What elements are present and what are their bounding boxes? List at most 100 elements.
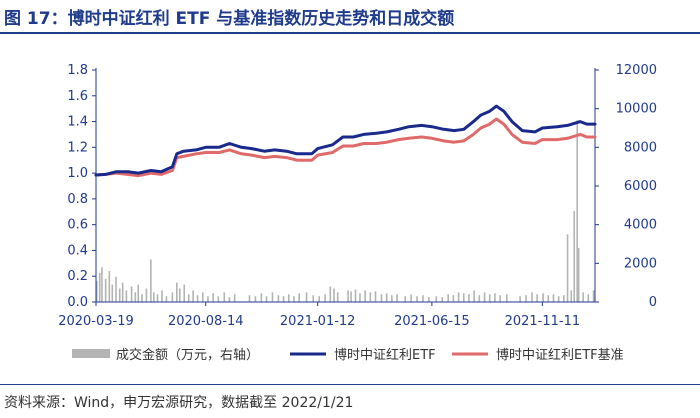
- volume-bar: [422, 295, 424, 302]
- volume-bar: [457, 292, 460, 302]
- volume-bar: [233, 294, 236, 302]
- volume-bar: [563, 295, 565, 302]
- title-rule: [0, 32, 700, 34]
- volume-bar: [212, 293, 214, 302]
- x-tick-label: 2021-11-11: [505, 314, 581, 329]
- volume-bar: [505, 294, 508, 302]
- volume-bar: [576, 120, 579, 303]
- x-tick-label: 2020-03-19: [58, 314, 134, 329]
- etf-line: [94, 104, 597, 177]
- right-tick-label: 6000: [624, 179, 657, 194]
- volume-bar: [354, 289, 357, 302]
- volume-bar: [318, 296, 320, 302]
- volume-bar: [447, 294, 449, 302]
- legend-label: 成交金额（万元，右轴）: [116, 347, 259, 363]
- volume-bar: [104, 278, 107, 302]
- series-lines: [94, 104, 597, 178]
- volume-bar: [441, 297, 444, 302]
- tick-labels: 0.0 0.2 0.4 0.6 0.8 1.0 1.2 1.4 1.6 1.8 0 2000 4000 6…: [58, 63, 657, 329]
- volume-bar: [473, 290, 475, 302]
- volume-bar: [260, 293, 263, 302]
- volume-bar: [265, 296, 268, 302]
- volume-bar: [483, 292, 486, 302]
- volume-bar: [494, 293, 496, 302]
- volume-bar: [287, 294, 290, 302]
- volume-bar: [329, 286, 332, 302]
- volume-bar: [145, 288, 148, 302]
- volume-bar: [374, 291, 377, 302]
- legend-swatch-volume: [72, 349, 110, 358]
- volume-bar: [196, 295, 199, 302]
- volume-bar: [176, 282, 178, 302]
- volume-bar: [293, 296, 295, 302]
- volume-bar: [410, 294, 412, 302]
- right-tick-label: 2000: [624, 256, 657, 271]
- x-tick-label: 2021-01-12: [280, 314, 356, 329]
- volume-bar: [499, 295, 501, 302]
- legend: 成交金额（万元，右轴） 博时中证红利ETF 博时中证红利ETF基准: [72, 347, 624, 363]
- volume-bar: [95, 280, 98, 302]
- right-tick-label: 10000: [616, 102, 657, 117]
- axes: [92, 68, 599, 306]
- volume-bars: [95, 120, 595, 303]
- source-note: 资料来源：Wind，申万宏源研究，数据截至 2022/1/21: [4, 395, 354, 411]
- figure-title: 图 17：博时中证红利 ETF 与基准指数历史走势和日成交额: [4, 9, 455, 29]
- volume-bar: [171, 292, 174, 302]
- volume-bar: [531, 292, 533, 302]
- volume-bar: [121, 282, 124, 302]
- volume-bar: [248, 295, 251, 302]
- volume-bar: [130, 286, 133, 302]
- volume-bar: [178, 288, 181, 302]
- volume-bar: [552, 294, 555, 302]
- left-tick-label: 0.4: [67, 243, 88, 258]
- volume-bar: [161, 290, 163, 302]
- volume-bar: [525, 295, 527, 302]
- volume-bar: [115, 276, 117, 302]
- left-tick-label: 1.0: [67, 166, 88, 181]
- volume-bar: [385, 293, 388, 302]
- volume-bar: [165, 296, 168, 302]
- volume-bar: [488, 294, 491, 302]
- volume-bar: [336, 292, 339, 302]
- volume-bar: [277, 295, 280, 302]
- volume-bar: [333, 288, 335, 302]
- volume-bar: [428, 297, 430, 302]
- x-tick-label: 2020-08-14: [168, 314, 244, 329]
- volume-bar: [312, 295, 315, 302]
- volume-bar: [542, 293, 544, 302]
- volume-bar: [282, 296, 285, 302]
- x-tick-label: 2021-06-15: [394, 314, 470, 329]
- volume-bar: [192, 290, 194, 302]
- volume-bar: [570, 290, 573, 302]
- volume-bar: [254, 296, 257, 302]
- volume-bar: [347, 290, 349, 302]
- volume-bar: [391, 295, 393, 302]
- volume-bar: [536, 294, 538, 302]
- left-tick-label: 1.4: [67, 115, 88, 130]
- volume-bar: [380, 294, 383, 302]
- volume-bar: [298, 293, 300, 302]
- volume-bar: [207, 296, 209, 302]
- volume-bar: [468, 294, 470, 302]
- volume-bar: [137, 284, 140, 302]
- volume-bar: [435, 296, 438, 302]
- volume-bar: [150, 259, 152, 302]
- left-tick-label: 1.6: [67, 89, 88, 104]
- volume-bar: [573, 211, 576, 302]
- volume-bar: [557, 296, 560, 302]
- legend-label: 博时中证红利ETF: [334, 347, 436, 363]
- volume-bar: [404, 296, 406, 302]
- volume-bar: [566, 234, 569, 302]
- legend-label: 博时中证红利ETF基准: [496, 347, 624, 363]
- volume-bar: [111, 284, 114, 302]
- volume-bar: [118, 288, 121, 302]
- volume-bar: [217, 296, 220, 302]
- volume-bar: [156, 294, 159, 302]
- volume-bar: [183, 284, 186, 302]
- volume-bar: [369, 292, 372, 302]
- volume-bar: [228, 297, 231, 302]
- volume-bar: [582, 292, 584, 302]
- volume-bar: [134, 292, 137, 302]
- volume-bar: [141, 294, 143, 302]
